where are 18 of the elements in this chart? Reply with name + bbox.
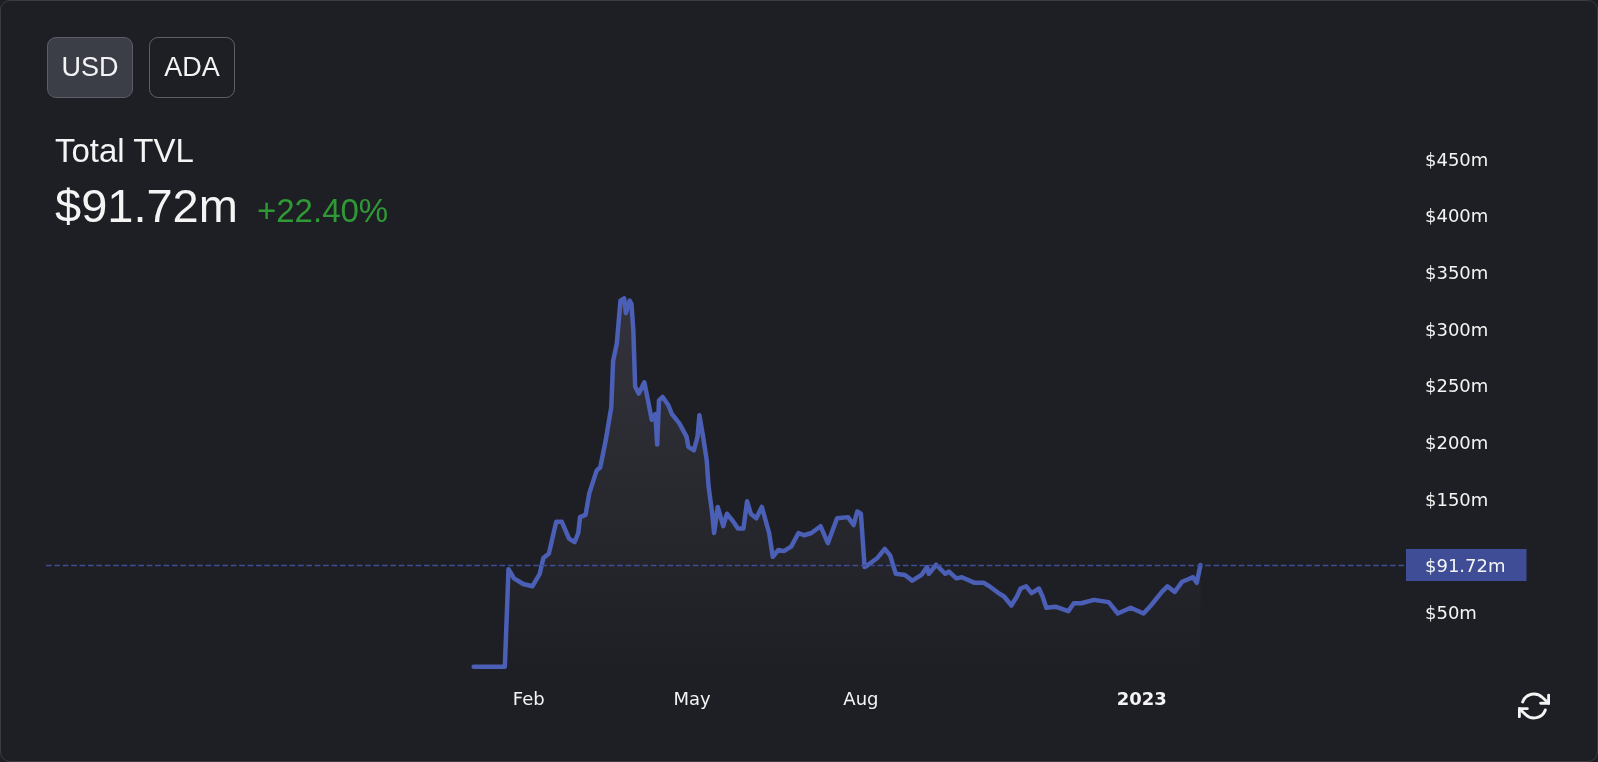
y-tick-label: $200m [1425, 431, 1489, 453]
y-tick-label: $400m [1425, 205, 1489, 227]
y-tick-label: $150m [1425, 488, 1489, 510]
chart-subtitle: $91.72m [55, 179, 238, 232]
ref-line-label: $91.72m [1425, 554, 1506, 576]
y-tick-label: $50m [1425, 601, 1477, 623]
x-tick-label: Feb [512, 687, 545, 709]
y-tick-label: $250m [1425, 375, 1489, 397]
x-tick-label: May [673, 687, 711, 709]
y-tick-label: $450m [1425, 148, 1489, 170]
toggle-button: USD [47, 37, 133, 98]
x-tick-label: 2023 [1116, 687, 1167, 709]
x-tick-label: Aug [843, 687, 879, 709]
y-tick-label: $350m [1425, 261, 1489, 283]
y-tick-label: $300m [1425, 318, 1489, 340]
chart-title: Total TVL [55, 132, 194, 169]
toggle-button: ADA [149, 37, 235, 98]
annotation: +22.40% [257, 192, 389, 229]
